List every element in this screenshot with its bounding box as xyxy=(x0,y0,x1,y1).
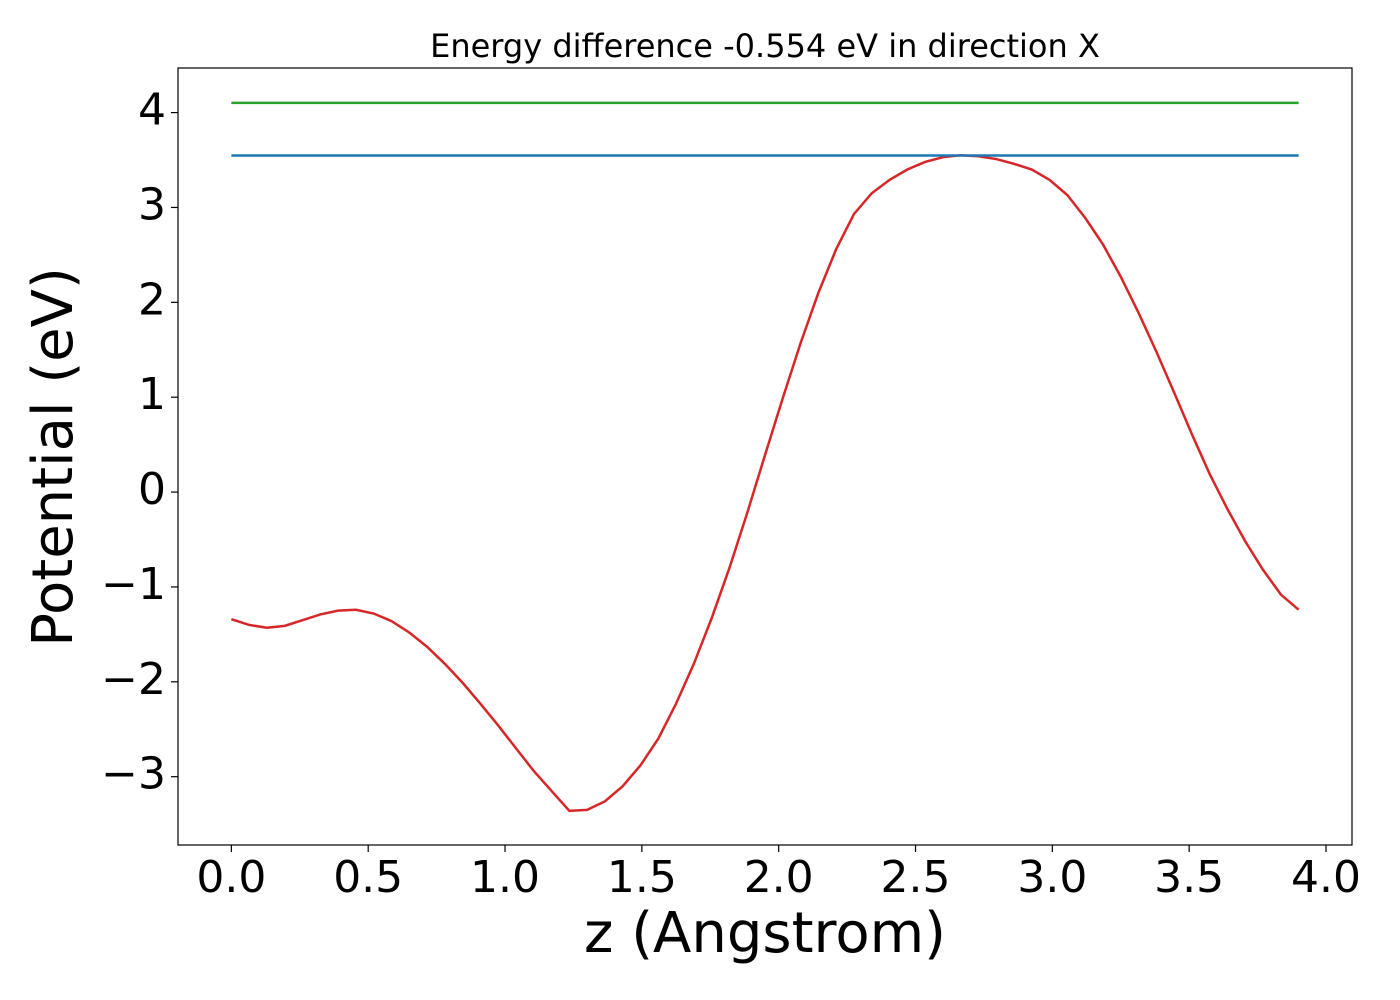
x-tick-label: 0.0 xyxy=(196,852,266,903)
x-tick-label: 2.0 xyxy=(744,852,814,903)
y-tick-label: 1 xyxy=(138,369,166,420)
x-tick-label: 2.5 xyxy=(881,852,951,903)
x-tick-label: 3.0 xyxy=(1017,852,1087,903)
x-tick-label: 1.0 xyxy=(470,852,540,903)
line xyxy=(230,154,1300,813)
x-tick-label: 0.5 xyxy=(333,852,403,903)
x-tick-label: 3.5 xyxy=(1154,852,1224,903)
y-tick-label: 0 xyxy=(138,464,166,515)
x-axis-label: z (Angstrom) xyxy=(584,901,946,966)
y-tick-label: 3 xyxy=(138,179,166,230)
y-tick-label: 2 xyxy=(138,274,166,325)
y-tick-label: −2 xyxy=(101,654,166,705)
y-axis-label: Potential (eV) xyxy=(21,267,86,647)
x-tick-label: 4.0 xyxy=(1291,852,1361,903)
plot-frame xyxy=(177,67,1353,846)
y-tick-label: −3 xyxy=(101,749,166,800)
x-tick-label: 1.5 xyxy=(607,852,677,903)
y-tick-label: −1 xyxy=(101,559,166,610)
chart-title: Energy difference -0.554 eV in direction… xyxy=(430,27,1100,65)
y-tick-label: 4 xyxy=(138,85,166,136)
